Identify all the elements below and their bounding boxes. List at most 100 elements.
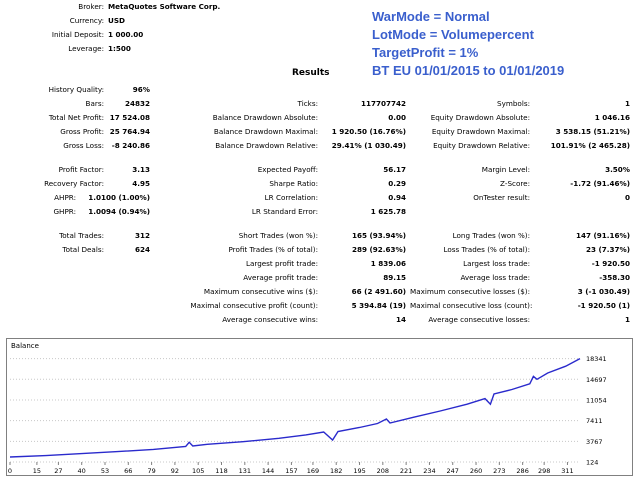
stat-value: 624 — [134, 245, 150, 254]
note-warmode: WarMode = Normal — [372, 9, 490, 24]
stat-value: 14 — [395, 315, 406, 324]
x-tick-label: 105 — [192, 467, 204, 475]
stat-value: 1 839.06 — [370, 259, 406, 268]
stat-label: Expected Payoff: — [257, 165, 318, 174]
stat-label: GHPR: — [53, 207, 76, 216]
x-tick-label: 118 — [215, 467, 227, 475]
stat-label: Sharpe Ratio: — [269, 179, 318, 188]
stat-label: Maximal consecutive profit (count): — [190, 301, 318, 310]
stat-value: 1.0100 (1.00%) — [88, 193, 150, 202]
stat-label: History Quality: — [48, 85, 104, 94]
stat-value: 56.17 — [383, 165, 406, 174]
stat-label: Equity Drawdown Absolute: — [430, 113, 530, 122]
stat-label: Equity Drawdown Maximal: — [431, 127, 530, 136]
stat-value: 1 625.78 — [370, 207, 406, 216]
stat-value: 24832 — [124, 99, 150, 108]
stat-value: 4.95 — [132, 179, 150, 188]
x-tick-label: 92 — [171, 467, 179, 475]
stat-label: Balance Drawdown Absolute: — [212, 113, 318, 122]
x-tick-label: 27 — [54, 467, 62, 475]
stat-label: Margin Level: — [481, 165, 530, 174]
stat-value: 101.91% (2 465.28) — [550, 141, 630, 150]
stat-value: 96% — [132, 85, 150, 94]
stat-value: 1 920.50 (16.76%) — [331, 127, 406, 136]
y-tick-label: 18341 — [586, 355, 607, 363]
stat-value: 117707742 — [360, 99, 406, 108]
stat-label: Average consecutive losses: — [428, 315, 530, 324]
x-tick-label: 131 — [239, 467, 251, 475]
stat-label: Maximum consecutive wins ($): — [203, 287, 318, 296]
stat-value: 0 — [624, 193, 630, 202]
stat-value: 1 046.16 — [594, 113, 630, 122]
stat-label: Average loss trade: — [460, 273, 530, 282]
stat-value: 165 (93.94%) — [351, 231, 406, 240]
stat-value: 0.00 — [388, 113, 406, 122]
stat-value: -1 920.50 (1) — [577, 301, 630, 310]
balance-series-line — [9, 357, 581, 458]
stat-value: 89.15 — [383, 273, 406, 282]
stat-label: Loss Trades (% of total): — [443, 245, 530, 254]
stat-label: Gross Loss: — [63, 141, 104, 150]
x-tick-label: 221 — [400, 467, 412, 475]
stat-label: Gross Profit: — [60, 127, 104, 136]
stat-label: Equity Drawdown Relative: — [433, 141, 530, 150]
stat-label: Short Trades (won %): — [238, 231, 318, 240]
stat-value: 312 — [134, 231, 150, 240]
x-tick-label: 208 — [377, 467, 389, 475]
stat-label: Bars: — [85, 99, 104, 108]
stat-value: -1 920.50 — [591, 259, 630, 268]
x-tick-label: 144 — [262, 467, 274, 475]
stat-value: -358.30 — [599, 273, 630, 282]
stat-label: AHPR: — [54, 193, 76, 202]
note-lotmode: LotMode = Volumepercent — [372, 27, 534, 42]
x-tick-label: 298 — [538, 467, 550, 475]
stat-label: Average consecutive wins: — [222, 315, 318, 324]
broker-value: MetaQuotes Software Corp. — [108, 2, 221, 11]
y-tick-label: 3767 — [586, 438, 603, 446]
stat-value: 0.94 — [388, 193, 406, 202]
stat-label: Total Net Profit: — [48, 113, 104, 122]
currency-label: Currency: — [69, 16, 104, 25]
stat-value: 1 — [624, 315, 630, 324]
x-tick-label: 157 — [285, 467, 297, 475]
x-tick-label: 247 — [447, 467, 459, 475]
stat-label: Total Trades: — [59, 231, 104, 240]
stat-value: -1.72 (91.46%) — [570, 179, 630, 188]
deposit-label: Initial Deposit: — [51, 30, 104, 39]
x-tick-label: 260 — [470, 467, 482, 475]
stat-value: 0.29 — [388, 179, 406, 188]
stat-value: 66 (2 491.60) — [351, 287, 406, 296]
stat-label: Maximum consecutive losses ($): — [410, 287, 530, 296]
x-tick-label: 234 — [423, 467, 435, 475]
stat-label: Largest profit trade: — [245, 259, 318, 268]
stat-label: Total Deals: — [62, 245, 104, 254]
stat-value: 289 (92.63%) — [351, 245, 406, 254]
stat-value: 17 524.08 — [109, 113, 150, 122]
stat-value: 147 (91.16%) — [575, 231, 630, 240]
stat-label: Largest loss trade: — [463, 259, 530, 268]
stat-value: 3 538.15 (51.21%) — [555, 127, 630, 136]
x-tick-label: 182 — [330, 467, 342, 475]
balance-chart: Balance 124 3767 7411 11054 14697 18341 0 15 27 4… — [6, 338, 633, 476]
x-tick-label: 169 — [307, 467, 319, 475]
stat-label: Long Trades (won %): — [452, 231, 530, 240]
chart-axis-labels: 124 3767 7411 11054 14697 18341 0 15 27 40 53 66 79 9… — [8, 355, 607, 475]
stat-label: LR Correlation: — [264, 193, 318, 202]
stat-label: Profit Factor: — [58, 165, 104, 174]
stat-value: 1.0094 (0.94%) — [88, 207, 150, 216]
stat-value: 3.13 — [132, 165, 150, 174]
chart-title: Balance — [11, 342, 39, 350]
stat-value: 25 764.94 — [109, 127, 150, 136]
y-tick-label: 7411 — [586, 417, 603, 425]
x-tick-label: 79 — [147, 467, 155, 475]
stat-value: 3.50% — [605, 165, 630, 174]
stat-label: Average profit trade: — [243, 273, 318, 282]
leverage-label: Leverage: — [68, 44, 104, 53]
stat-value: -8 240.86 — [111, 141, 150, 150]
note-backtest-range: BT EU 01/01/2015 to 01/01/2019 — [372, 63, 565, 78]
stat-label: LR Standard Error: — [251, 207, 318, 216]
results-title: Results — [292, 68, 330, 78]
x-tick-label: 0 — [8, 467, 12, 475]
stat-label: OnTester result: — [473, 193, 530, 202]
x-tick-label: 66 — [124, 467, 132, 475]
